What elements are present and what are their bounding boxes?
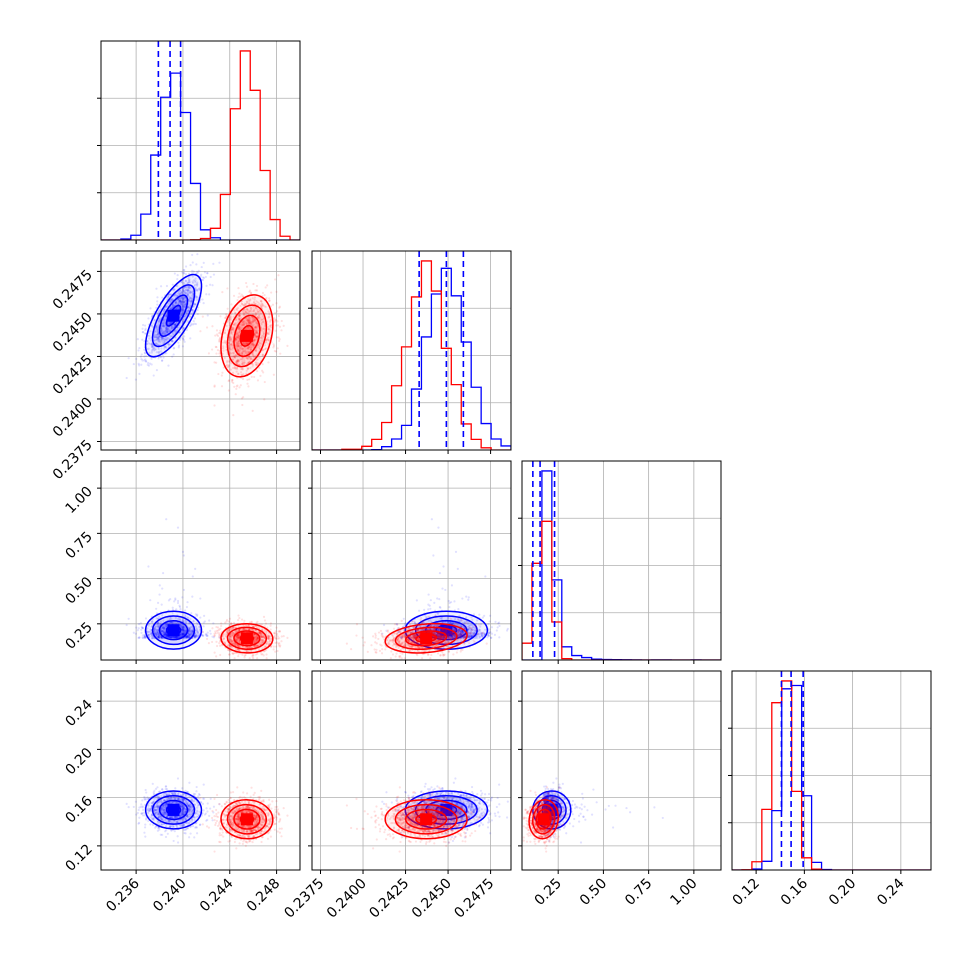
panel-frame-1-0 xyxy=(100,250,301,451)
panel-frame-2-1 xyxy=(311,460,512,661)
panel-2-0: 0.25 0.50 0.75 1.00 xyxy=(62,460,301,664)
density-peak-0-1-0 xyxy=(167,309,180,322)
panel-content-2-0 xyxy=(125,518,289,660)
y-tick-label-3-2: 0.20 xyxy=(62,745,95,778)
density-peak-1-1-0 xyxy=(240,329,253,342)
density-peak-1-3-2 xyxy=(537,813,550,826)
panel-frame-2-2 xyxy=(521,460,722,661)
panel-3-0: 0.236 0.240 0.244 0.248 0.12 0.16 0.20 0.24 xyxy=(62,670,301,916)
panel-content-3-3 xyxy=(732,671,931,870)
x-tick-label-2-3: 1.00 xyxy=(667,876,700,909)
x-tick-label-3-2: 0.20 xyxy=(826,876,859,909)
panel-frame-3-3 xyxy=(731,670,932,871)
x-tick-label-1-4: 0.2475 xyxy=(451,876,497,922)
x-tick-label-0-0: 0.236 xyxy=(103,875,143,915)
x-tick-label-1-2: 0.2425 xyxy=(366,876,412,922)
x-tick-label-2-1: 0.50 xyxy=(577,876,610,909)
y-tick-label-1-2: 0.2425 xyxy=(50,352,96,398)
histogram-1-0 xyxy=(101,50,300,240)
panel-frame-3-1 xyxy=(311,670,512,871)
histogram-0-3 xyxy=(732,684,931,870)
panel-0-0 xyxy=(97,40,301,244)
density-peak-1-2-1 xyxy=(420,632,433,645)
panel-1-1 xyxy=(308,250,512,454)
x-tick-label-3-0: 0.12 xyxy=(730,876,763,909)
panel-content-3-2 xyxy=(522,777,664,853)
x-tick-label-3-1: 0.16 xyxy=(778,875,811,908)
panel-3-3: 0.12 0.16 0.20 0.24 xyxy=(728,670,932,909)
y-tick-label-3-0: 0.12 xyxy=(62,841,95,874)
histogram-0-0 xyxy=(101,72,300,240)
panel-frame-3-2 xyxy=(521,670,722,871)
y-tick-label-1-0: 0.2375 xyxy=(50,437,96,483)
density-peak-1-2-0 xyxy=(240,632,253,645)
panel-content-1-0 xyxy=(125,253,289,417)
y-tick-label-1-4: 0.2475 xyxy=(50,267,96,313)
panel-frame-1-1 xyxy=(311,250,512,451)
x-tick-label-3-3: 0.24 xyxy=(874,875,907,908)
density-peak-1-3-0 xyxy=(240,813,253,826)
y-tick-label-3-1: 0.16 xyxy=(62,793,95,826)
panel-frame-2-0 xyxy=(100,460,301,661)
density-peak-0-2-0 xyxy=(167,624,180,637)
panel-content-2-2 xyxy=(522,461,721,660)
x-tick-label-0-2: 0.244 xyxy=(197,875,237,915)
y-tick-label-2-2: 0.75 xyxy=(62,529,95,562)
panel-content-1-1 xyxy=(312,251,511,450)
histogram-1-3 xyxy=(732,680,931,870)
panel-3-2: 0.25 0.50 0.75 1.00 xyxy=(518,670,722,909)
histogram-1-1 xyxy=(312,260,511,450)
panel-content-2-1 xyxy=(345,518,509,660)
y-tick-label-2-0: 0.25 xyxy=(62,619,95,652)
y-tick-label-3-3: 0.24 xyxy=(62,697,95,730)
y-tick-label-2-3: 1.00 xyxy=(62,484,95,517)
y-tick-label-1-3: 0.2450 xyxy=(50,309,96,355)
panel-frame-3-0 xyxy=(100,670,301,871)
x-tick-label-0-3: 0.248 xyxy=(244,876,284,916)
panel-content-3-0 xyxy=(125,777,289,853)
y-tick-label-2-1: 0.50 xyxy=(62,574,95,607)
density-peak-1-3-1 xyxy=(420,813,433,826)
density-peak-0-3-2 xyxy=(545,803,558,816)
x-tick-label-1-0: 0.2375 xyxy=(281,876,327,922)
x-tick-label-1-3: 0.2450 xyxy=(409,876,455,922)
panel-content-3-1 xyxy=(345,777,509,853)
panel-2-1 xyxy=(308,460,512,664)
histogram-0-1 xyxy=(312,267,511,450)
x-tick-label-2-0: 0.25 xyxy=(532,876,565,909)
x-tick-label-0-1: 0.240 xyxy=(150,876,190,916)
y-tick-label-1-1: 0.2400 xyxy=(50,394,96,440)
density-peak-0-3-0 xyxy=(167,803,180,816)
x-tick-label-1-1: 0.2400 xyxy=(324,876,370,922)
x-tick-label-2-2: 0.75 xyxy=(622,876,655,909)
histogram-1-2 xyxy=(522,520,721,660)
panel-content-0-0 xyxy=(101,41,300,240)
panel-2-2 xyxy=(518,460,722,664)
panel-frame-0-0 xyxy=(100,40,301,241)
